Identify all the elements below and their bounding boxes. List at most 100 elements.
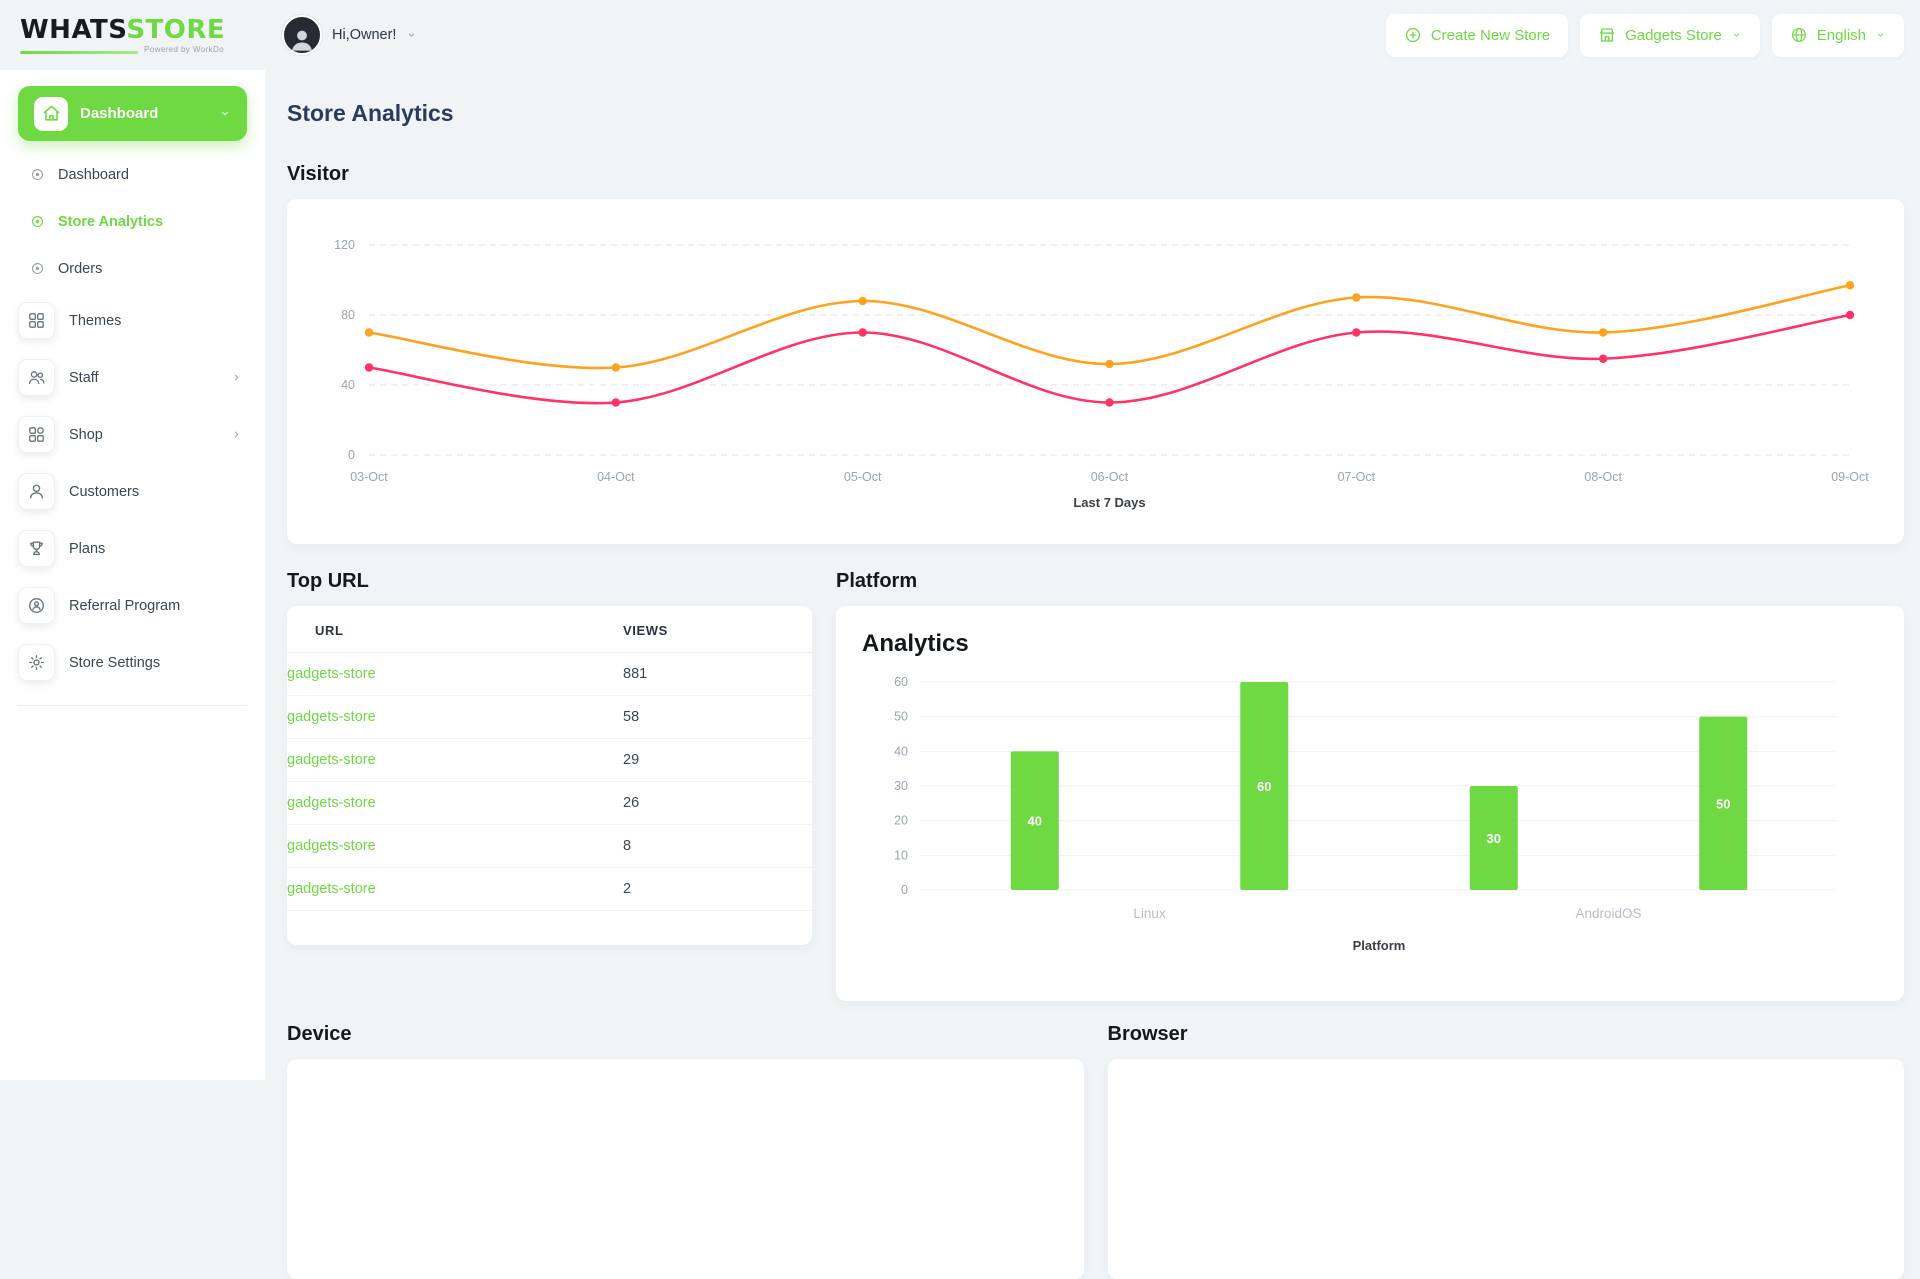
- main-content: Store Analytics Visitor 0 40 80 120 03-Oct 04…: [265, 70, 1920, 1279]
- apps-grid-icon: [18, 416, 55, 453]
- svg-text:40: 40: [341, 378, 355, 392]
- sidebar: Dashboard Dashboard Store Analytics: [0, 70, 265, 1080]
- bottom-row: Device Browser: [287, 1023, 1904, 1279]
- trophy-icon: [18, 530, 55, 567]
- svg-text:50: 50: [894, 710, 908, 724]
- svg-text:AndroidOS: AndroidOS: [1575, 906, 1641, 921]
- svg-text:60: 60: [1257, 779, 1271, 794]
- user-menu[interactable]: Hi,Owner!: [282, 15, 417, 55]
- platform-heading: Platform: [836, 570, 918, 592]
- svg-text:04-Oct: 04-Oct: [597, 470, 635, 484]
- chevron-down-icon: [219, 109, 231, 118]
- chevron-right-icon: [232, 428, 241, 441]
- table-row: gadgets-store 8: [287, 824, 812, 868]
- sidebar-item-label: Customers: [69, 483, 140, 500]
- url-link[interactable]: gadgets-store: [287, 824, 623, 868]
- language-label: English: [1816, 26, 1866, 44]
- header-actions: Create New Store Gadgets Store English: [1385, 13, 1904, 57]
- sidebar-item-label: Shop: [69, 426, 103, 443]
- column-header-url: URL: [287, 606, 623, 653]
- subitem-label: Dashboard: [58, 166, 129, 183]
- sidebar-item-label: Staff: [69, 369, 99, 386]
- platform-bar-chart: 0 10 20 30 40 50 60 40 60 30 50 Linux AndroidOS Platf…: [862, 666, 1878, 966]
- svg-text:40: 40: [1028, 814, 1042, 829]
- sidebar-item-shop[interactable]: Shop: [0, 406, 265, 463]
- views-value: 29: [623, 738, 812, 782]
- device-chart-card: [287, 1059, 1084, 1279]
- grid-icon: [18, 302, 55, 339]
- home-icon: [34, 96, 68, 131]
- user-icon: [18, 473, 55, 510]
- chevron-down-icon: [1731, 31, 1742, 39]
- url-link[interactable]: gadgets-store: [287, 695, 623, 739]
- user-greeting: Hi,Owner!: [332, 27, 397, 43]
- sidebar-subitem-dashboard[interactable]: Dashboard: [0, 151, 265, 198]
- logo-swoosh: [20, 50, 138, 54]
- sidebar-item-themes[interactable]: Themes: [0, 292, 265, 349]
- views-value: 26: [623, 781, 812, 825]
- table-header-row: URL VIEWS: [287, 606, 812, 653]
- sidebar-item-dashboard-group[interactable]: Dashboard: [18, 86, 247, 141]
- svg-text:20: 20: [894, 814, 908, 828]
- svg-text:05-Oct: 05-Oct: [844, 470, 882, 484]
- views-value: 8: [623, 824, 812, 868]
- logo[interactable]: WHATSSTORE Powered by WorkDo: [20, 17, 268, 54]
- sidebar-item-store-settings[interactable]: Store Settings: [0, 634, 265, 691]
- sidebar-group-label: Dashboard: [80, 105, 159, 122]
- top-bar: WHATSSTORE Powered by WorkDo Hi,Owner! C…: [0, 0, 1920, 70]
- logo-text: WHATSSTORE: [20, 17, 268, 43]
- sidebar-subitem-orders[interactable]: Orders: [0, 245, 265, 292]
- subitem-label: Orders: [58, 260, 103, 277]
- page-title: Store Analytics: [287, 100, 454, 126]
- globe-icon: [1790, 26, 1808, 44]
- top-url-card: URL VIEWS gadgets-store 881 gadgets-store 5…: [287, 606, 812, 945]
- views-value: 2: [623, 867, 812, 911]
- sidebar-item-staff[interactable]: Staff: [0, 349, 265, 406]
- store-selector-label: Gadgets Store: [1625, 26, 1722, 44]
- svg-text:50: 50: [1716, 796, 1730, 811]
- svg-text:Last 7 Days: Last 7 Days: [1073, 495, 1145, 510]
- svg-text:60: 60: [894, 675, 908, 689]
- url-link[interactable]: gadgets-store: [287, 781, 623, 825]
- sidebar-divider: [18, 705, 247, 706]
- table-row: gadgets-store 58: [287, 695, 812, 739]
- chevron-down-icon: [1875, 31, 1886, 39]
- svg-text:10: 10: [894, 848, 908, 862]
- visitor-line-chart: 0 40 80 120 03-Oct 04-Oct 05-Oct 06-Oct 07-Oct 08…: [305, 219, 1886, 519]
- chevron-down-icon: [406, 31, 417, 39]
- middle-row: Top URL URL VIEWS gadgets-store 881 gadget…: [287, 570, 1904, 1001]
- person-icon: [292, 30, 312, 51]
- sidebar-item-referral-program[interactable]: Referral Program: [0, 577, 265, 634]
- sidebar-item-plans[interactable]: Plans: [0, 520, 265, 577]
- store-selector-dropdown[interactable]: Gadgets Store: [1580, 13, 1760, 57]
- logo-primary: WHATS: [20, 14, 127, 45]
- language-dropdown[interactable]: English: [1771, 13, 1904, 57]
- gear-icon: [18, 644, 55, 681]
- bullet-circle-icon: [30, 214, 45, 229]
- sidebar-subitem-store-analytics[interactable]: Store Analytics: [0, 198, 265, 245]
- user-avatar: [282, 15, 322, 55]
- browser-heading: Browser: [1107, 1023, 1188, 1045]
- plus-circle-icon: [1404, 26, 1422, 44]
- url-link[interactable]: gadgets-store: [287, 738, 623, 782]
- analytics-chart-title: Analytics: [862, 630, 969, 657]
- svg-text:30: 30: [1487, 831, 1501, 846]
- svg-text:08-Oct: 08-Oct: [1584, 470, 1622, 484]
- sidebar-item-label: Referral Program: [69, 597, 181, 614]
- logo-tagline: Powered by WorkDo: [144, 44, 225, 54]
- url-link[interactable]: gadgets-store: [287, 867, 623, 911]
- sidebar-item-customers[interactable]: Customers: [0, 463, 265, 520]
- url-link[interactable]: gadgets-store: [287, 652, 623, 696]
- top-url-table-body: gadgets-store 881 gadgets-store 58 gadgets-s…: [287, 652, 812, 911]
- table-row: gadgets-store 2: [287, 867, 812, 911]
- users-icon: [18, 359, 55, 396]
- chevron-right-icon: [232, 371, 241, 384]
- svg-text:03-Oct: 03-Oct: [350, 470, 388, 484]
- bullet-circle-icon: [30, 261, 45, 276]
- create-new-store-button[interactable]: Create New Store: [1385, 13, 1569, 57]
- svg-text:80: 80: [341, 308, 355, 322]
- svg-text:Platform: Platform: [1353, 938, 1406, 953]
- device-heading: Device: [287, 1023, 352, 1045]
- column-header-views: VIEWS: [623, 606, 812, 653]
